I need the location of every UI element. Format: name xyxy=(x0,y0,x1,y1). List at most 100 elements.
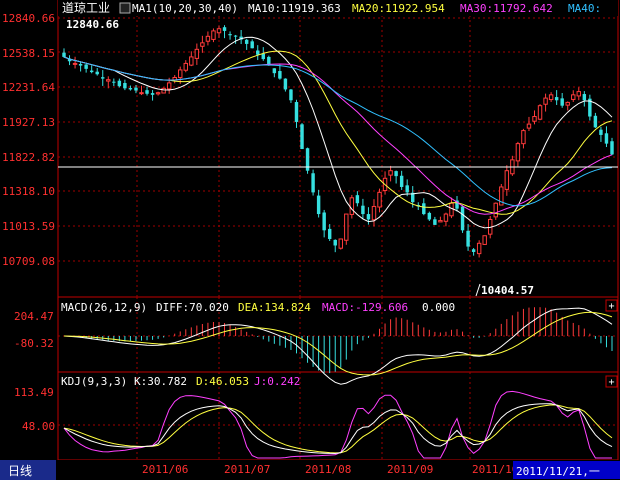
candle-body-down xyxy=(305,148,310,171)
ma20-value: MA20:11922.954 xyxy=(352,2,445,15)
macd-panel xyxy=(57,296,619,373)
candle-body-down xyxy=(222,27,227,31)
candle-body-down xyxy=(123,83,127,89)
candle-body-up xyxy=(371,205,377,221)
macd-zero: 0.000 xyxy=(422,301,455,314)
candle-body-down xyxy=(316,195,321,215)
candle-body-up xyxy=(388,170,393,176)
candle-body-up xyxy=(183,62,188,71)
macd-y-tick: 204.47 xyxy=(14,310,54,323)
kdj-expand-button[interactable] xyxy=(605,375,618,388)
main-y-tick: 11318.10 xyxy=(2,185,55,198)
macd-y-tick: -80.32 xyxy=(14,337,54,350)
stock-name: 道琼工业 xyxy=(62,0,110,15)
period-label: 日线 xyxy=(8,464,32,478)
macd-diff-line xyxy=(63,307,613,385)
candle-body-up xyxy=(515,143,521,162)
low-label: 10404.57 xyxy=(481,284,534,297)
candle-body-down xyxy=(112,81,116,83)
period-tab[interactable] xyxy=(0,460,56,480)
candle-body-up xyxy=(106,79,111,82)
candle-body-up xyxy=(338,238,343,249)
candle-body-down xyxy=(283,78,288,90)
candle-body-down xyxy=(588,98,592,117)
candle-body-up xyxy=(521,130,526,145)
candle-body-up xyxy=(493,202,498,218)
main-y-tick: 12231.64 xyxy=(2,81,55,94)
macd-dea-line xyxy=(63,311,613,376)
candle-body-down xyxy=(256,50,260,55)
candle-body-down xyxy=(604,133,609,144)
candle-body-down xyxy=(134,87,138,91)
candle-body-down xyxy=(239,36,243,40)
candle-body-up xyxy=(166,82,172,90)
candle-body-down xyxy=(95,71,99,75)
candle-body-up xyxy=(449,202,454,217)
x-axis-month: 2011/06 xyxy=(142,463,188,476)
ma40-value: MA40: xyxy=(568,2,601,15)
candle-body-up xyxy=(482,235,487,245)
candle-body-down xyxy=(233,35,238,37)
main-y-tick: 12538.15 xyxy=(2,47,55,60)
kdj-y-tick: 113.49 xyxy=(14,386,54,399)
candle-body-down xyxy=(593,115,598,128)
x-axis-month: 2011/07 xyxy=(224,463,270,476)
candle-body-up xyxy=(548,94,554,101)
candle-body-down xyxy=(366,214,371,220)
candle-body-up xyxy=(526,123,532,129)
candle-body-down xyxy=(89,70,94,73)
main-y-axis: 12840.66 12538.15 12231.64 11927.13 1182… xyxy=(2,12,55,268)
candle-body-down xyxy=(101,77,105,79)
high-label: 12840.66 xyxy=(66,18,119,31)
candle-body-up xyxy=(565,101,570,106)
candle-body-up xyxy=(161,87,166,94)
candle-body-up xyxy=(532,116,537,122)
candle-body-down xyxy=(117,80,122,87)
candle-body-down xyxy=(610,141,614,155)
kdj-header: KDJ(9,3,3) xyxy=(61,375,127,388)
ma-toggle-icon[interactable] xyxy=(119,2,131,14)
candle-body-up xyxy=(155,92,161,95)
main-y-tick: 11013.59 xyxy=(2,220,55,233)
candle-body-up xyxy=(504,170,510,190)
candle-body-up xyxy=(377,191,382,208)
candle-body-down xyxy=(300,124,304,150)
candle-body-down xyxy=(289,89,293,101)
candle-body-up xyxy=(194,48,200,59)
candle-body-down xyxy=(460,206,465,231)
kdj-expand-icon: + xyxy=(609,377,615,388)
header-bg xyxy=(58,0,618,16)
candle-body-down xyxy=(250,41,254,49)
candle-body-down xyxy=(311,173,315,193)
candle-body-down xyxy=(67,58,72,62)
candle-body-down xyxy=(582,94,587,101)
candle-body-up xyxy=(499,186,504,206)
candle-body-down xyxy=(433,219,437,225)
candle-body-down xyxy=(422,203,426,215)
macd-expand-button[interactable] xyxy=(605,299,618,312)
candle-body-up xyxy=(205,35,211,42)
candle-body-down xyxy=(278,71,282,79)
ma30-value: MA30:11792.642 xyxy=(460,2,553,15)
ma-header: MA1(10,20,30,40) xyxy=(132,2,238,15)
candle-body-down xyxy=(145,90,149,94)
candle-body-down xyxy=(599,129,603,135)
candle-body-down xyxy=(267,56,271,66)
candle-body-up xyxy=(200,42,205,47)
macd-value: MACD:-129.606 xyxy=(322,301,408,314)
low-marker xyxy=(475,283,481,297)
candle-body-down xyxy=(294,102,299,122)
candle-body-down xyxy=(394,171,398,177)
candle-body-up xyxy=(476,242,482,255)
candlestick-series xyxy=(62,25,614,258)
x-axis-months: 2011/06 2011/07 2011/08 2011/09 2011/10 xyxy=(142,463,518,476)
candle-body-down xyxy=(466,230,470,247)
kdj-k-line xyxy=(63,403,613,455)
candle-body-down xyxy=(272,68,277,74)
candle-body-up xyxy=(537,105,543,120)
kdj-y-tick: 48.00 xyxy=(22,420,55,433)
cursor-date: 2011/11/21,一 xyxy=(516,465,600,478)
candle-body-up xyxy=(443,213,449,222)
macd-series xyxy=(63,307,613,385)
candle-body-down xyxy=(427,212,432,220)
